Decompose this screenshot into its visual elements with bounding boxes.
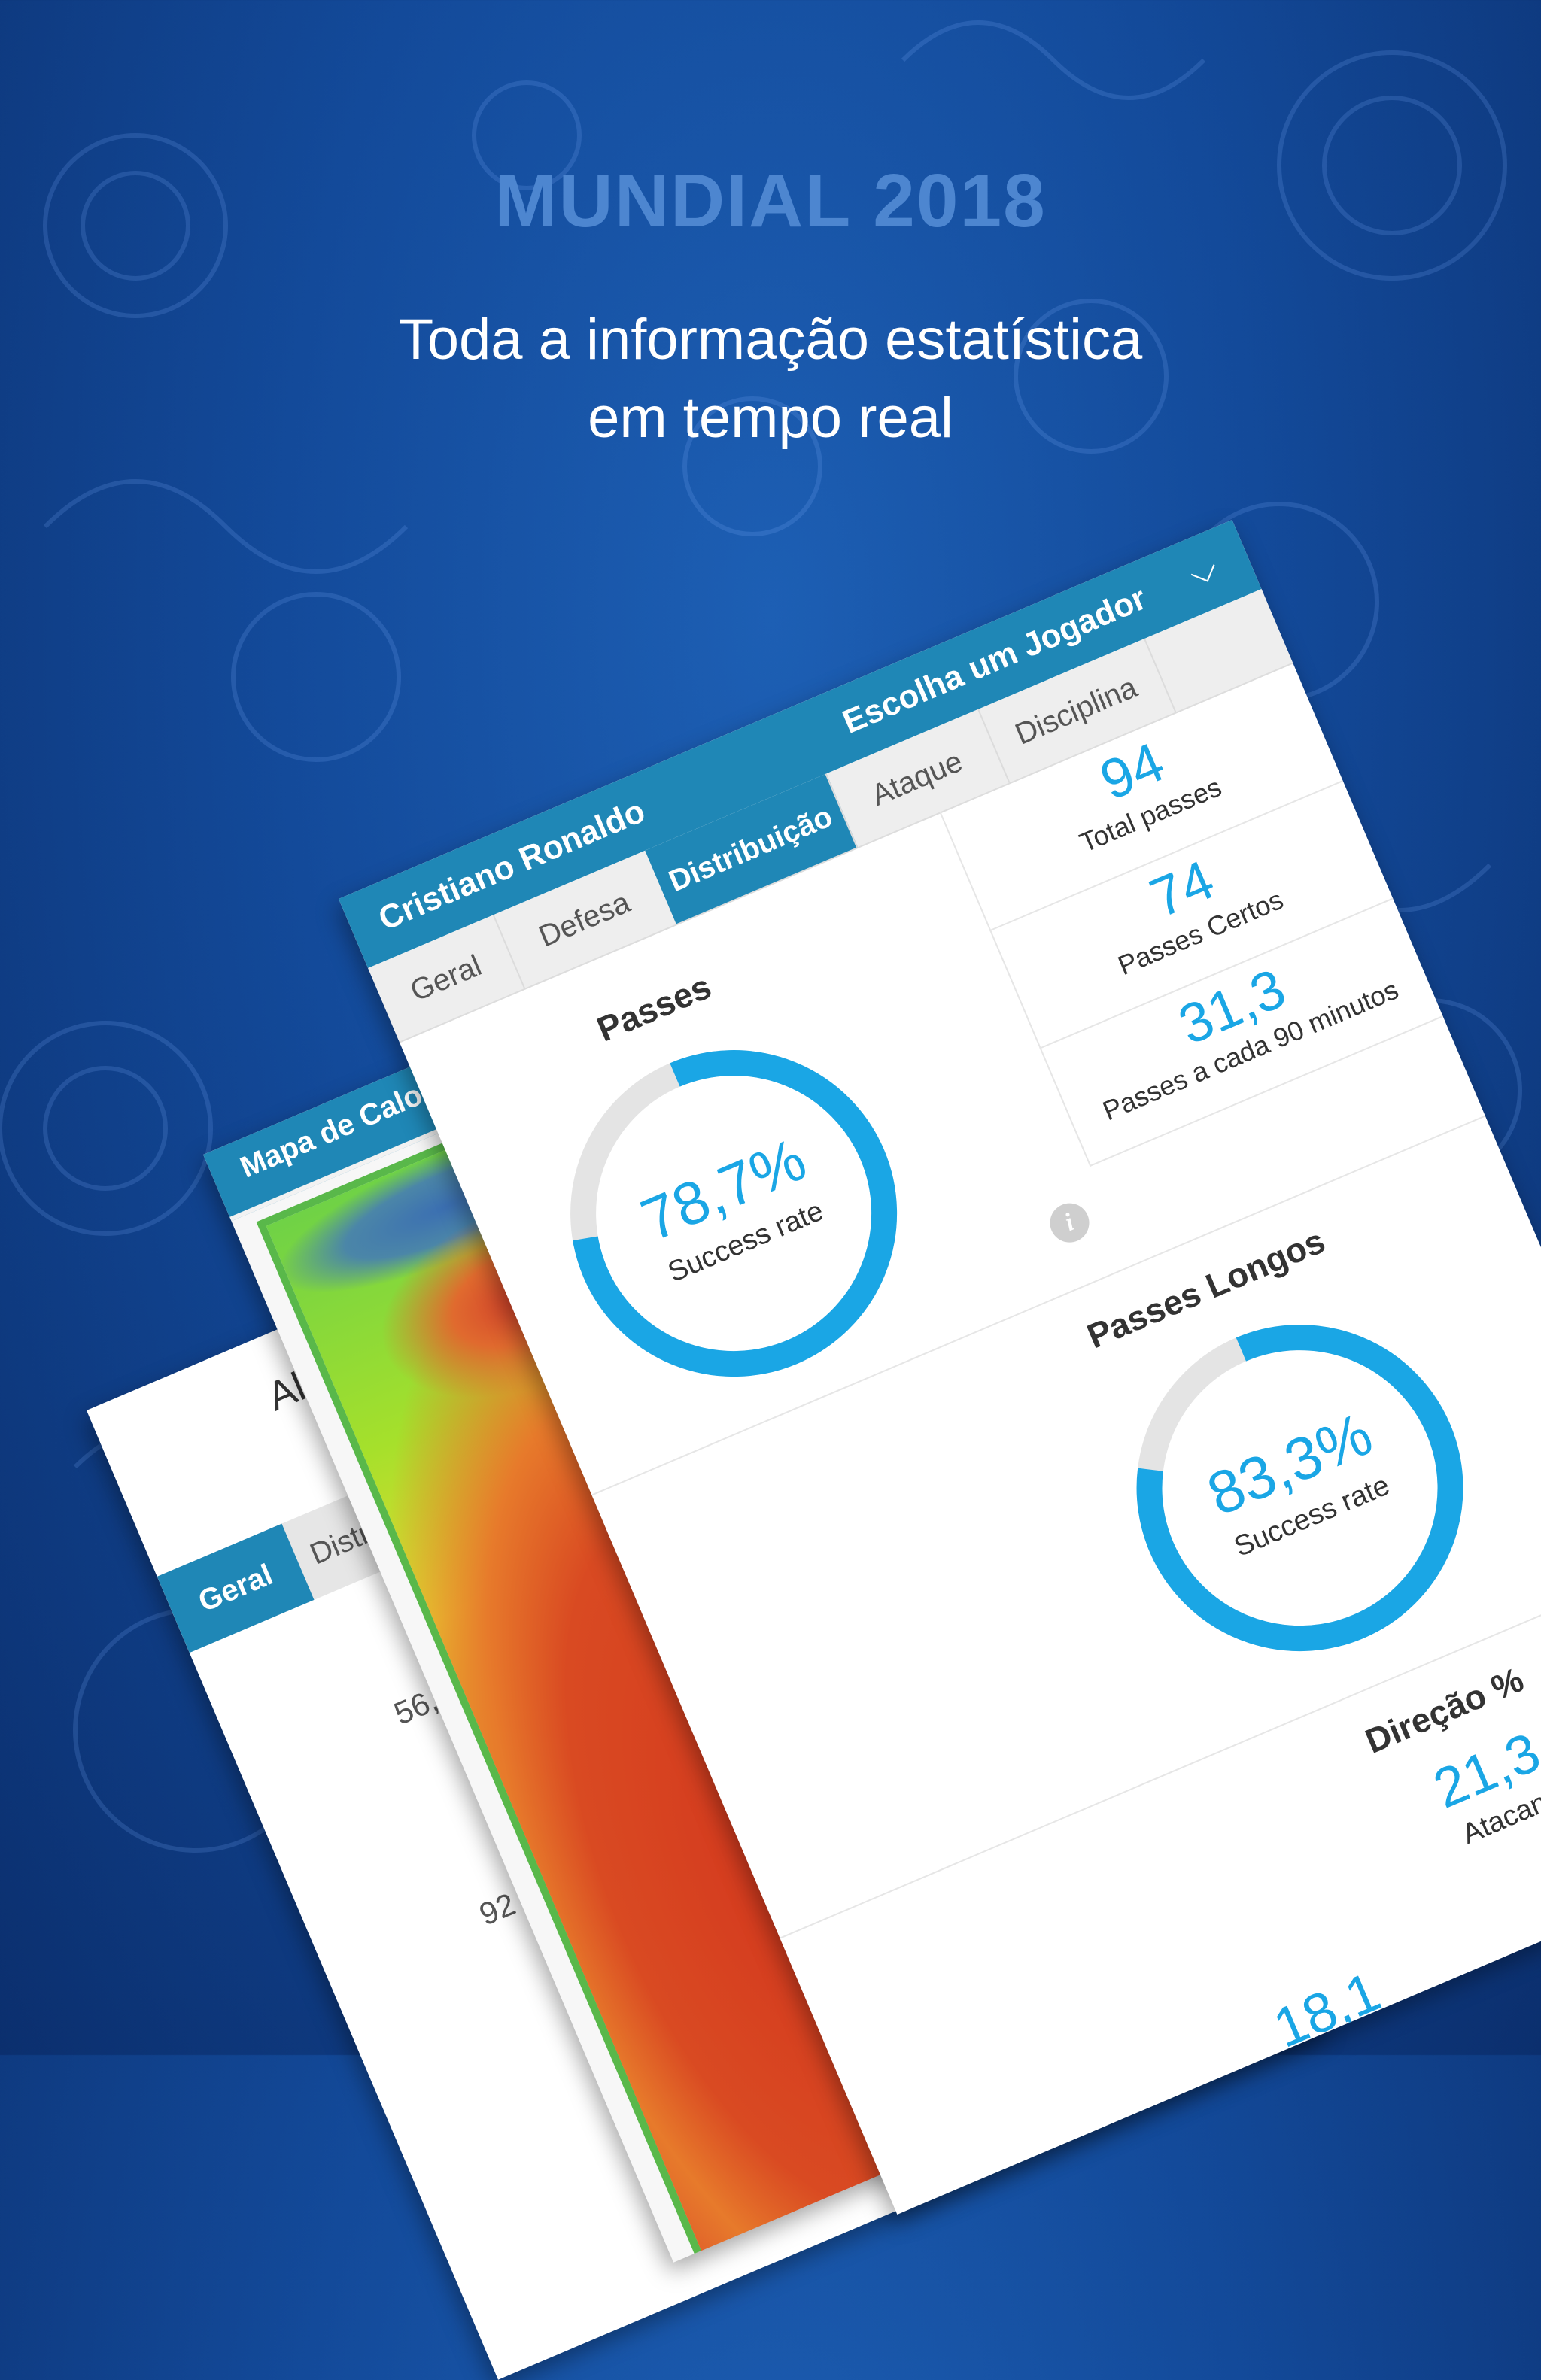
subtitle-line-2: em tempo real	[588, 386, 953, 450]
long-passes-ring	[1136, 1325, 1463, 1652]
tab-geral[interactable]: Geral	[157, 1523, 315, 1653]
info-icon[interactable]: i	[1044, 1197, 1096, 1249]
long-passes-donut: 83,3% Success rate	[1073, 1261, 1527, 1714]
player-stats-card: Cristiano Ronaldo Escolha um Jogador ⌵ G…	[339, 519, 1541, 2215]
passes-donut: 78,7% Success rate	[507, 986, 961, 1440]
chevron-down-icon[interactable]: ⌵	[1183, 547, 1224, 595]
passes-ring	[570, 1050, 898, 1377]
team-stat-count: 92	[474, 1886, 521, 1932]
subtitle: Toda a informação estatística em tempo r…	[0, 301, 1541, 457]
subtitle-line-1: Toda a informação estatística	[398, 308, 1143, 372]
headline: MUNDIAL 2018	[494, 159, 1047, 243]
passes-title: Passes	[591, 966, 717, 1049]
